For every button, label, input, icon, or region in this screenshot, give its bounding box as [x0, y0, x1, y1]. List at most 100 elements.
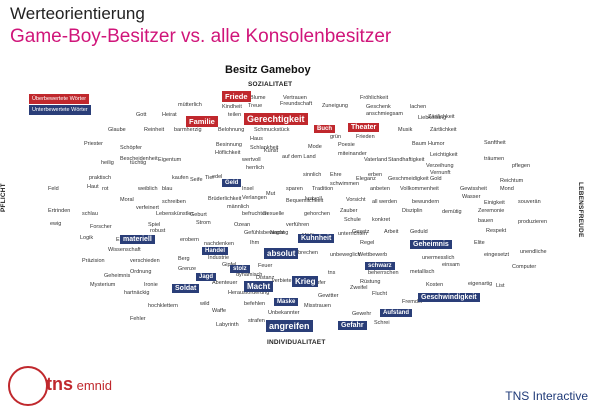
underweighted-word: Macht — [244, 281, 274, 292]
cloud-word: Kunst — [264, 148, 279, 154]
cloud-word: Feld — [48, 186, 59, 192]
cloud-word: bewundern — [412, 199, 440, 205]
cloud-word: verbieten — [272, 278, 295, 284]
cloud-word: Humor — [428, 141, 445, 147]
underweighted-word: Aufstand — [380, 309, 412, 317]
cloud-word: grün — [330, 134, 342, 140]
cloud-word: Haus — [250, 136, 263, 142]
page-title: Werteorientierung — [10, 4, 145, 23]
cloud-word: Fröhlichkeit — [360, 95, 389, 101]
cloud-word: Poesie — [338, 142, 355, 148]
cloud-word: edel — [212, 174, 223, 180]
cloud-word: erobern — [180, 237, 199, 243]
cloud-word: Freundschaft — [280, 101, 313, 107]
cloud-word: Zärtlichkeit — [428, 114, 455, 120]
cloud-word: Gefühlsbewegung — [244, 230, 289, 236]
page-subtitle: Game-Boy-Besitzer vs. alle Konsolenbesit… — [10, 26, 392, 47]
underweighted-word: Gefahr — [338, 321, 367, 330]
cloud-word: Priester — [84, 141, 103, 147]
cloud-word: Verlangen — [242, 195, 267, 201]
cloud-word: Gewitter — [318, 293, 339, 299]
cloud-word: befehlen — [244, 301, 266, 307]
cloud-word: Gipfel — [222, 262, 236, 269]
cloud-word: Belohnung — [218, 127, 245, 133]
cloud-word: Mond — [500, 186, 514, 192]
underweighted-word: Krieg — [292, 276, 319, 287]
cloud-word: Gesetz — [352, 229, 370, 235]
cloud-word: auf dem Land — [282, 154, 316, 160]
cloud-word: all werden — [372, 199, 398, 205]
cloud-word: Vertrauen — [283, 95, 307, 101]
cloud-word: Glaube — [108, 127, 126, 133]
cloud-word: Bescheidenheit — [120, 156, 158, 162]
cloud-word: Sanftheit — [484, 140, 506, 146]
axis-right-label: LEBENSFREUDE — [577, 182, 584, 238]
cloud-word: einsam — [442, 262, 460, 268]
overweighted-word: Theater — [348, 123, 380, 132]
cloud-word: List — [496, 283, 505, 289]
cloud-word: Leichtigkeit — [430, 152, 458, 158]
cloud-word: Lebenskünstler — [156, 211, 194, 217]
cloud-word: Zeremonie — [478, 208, 505, 214]
cloud-word: ewig — [50, 221, 62, 227]
cloud-word: Kosten — [426, 282, 444, 288]
cloud-word: Arbeit — [384, 229, 399, 235]
cloud-word: Vaterland — [364, 157, 388, 163]
cloud-word: Elite — [474, 240, 485, 246]
underweighted-word: Geheimnis — [410, 240, 452, 249]
cloud-word: bauen — [478, 218, 494, 224]
cloud-word: Vollkommenheit — [400, 186, 439, 192]
cloud-word: Vorsicht — [346, 197, 366, 203]
cloud-word: Schrei — [374, 320, 390, 326]
underweighted-word: Soldat — [172, 284, 200, 293]
cloud-word: unbeweglich — [330, 252, 361, 258]
cloud-word: Geheimnis — [104, 273, 131, 279]
cloud-word: Blume — [250, 95, 266, 101]
cloud-word: Heirat — [162, 112, 177, 118]
cloud-word: pflegen — [512, 163, 531, 169]
cloud-word: dynamisch — [236, 272, 263, 278]
cloud-word: verfeinert — [136, 205, 159, 211]
cloud-word: Höflichkeit — [215, 150, 241, 156]
cloud-word: Zuneigung — [322, 103, 348, 109]
cloud-word: Präzision — [82, 258, 105, 264]
cloud-word: teilen — [228, 112, 242, 118]
cloud-word: abbrechen — [292, 250, 318, 256]
cloud-word: Gold — [430, 176, 442, 182]
cloud-word: Berg — [178, 256, 190, 262]
cloud-word: Standhaftigkeit — [388, 157, 425, 163]
cloud-word: wild — [200, 301, 210, 307]
cloud-word: Wasser — [462, 194, 481, 200]
cloud-word: Liebkosung — [418, 115, 447, 121]
cloud-word: Strom — [196, 220, 211, 226]
underweighted-word: absolut — [264, 248, 299, 259]
cloud-word: Eigentum — [158, 157, 182, 163]
cloud-word: schreiben — [162, 199, 186, 205]
cloud-word: Tier — [205, 175, 215, 181]
cloud-word: Computer — [512, 264, 537, 270]
cloud-word: Wissenschaft — [108, 247, 141, 253]
cloud-word: Logik — [80, 235, 94, 241]
cloud-word: Forscher — [90, 224, 112, 230]
overweighted-word: Buch — [314, 125, 335, 133]
cloud-word: unendliche — [520, 249, 547, 255]
cloud-word: rot — [102, 186, 109, 192]
cloud-word: heilig — [101, 160, 114, 166]
cloud-word: Abenteuer — [212, 280, 238, 286]
overweighted-word: Gerechtigkeit — [244, 113, 308, 125]
cloud-word: Regel — [360, 240, 375, 246]
cloud-word: gehorchen — [304, 211, 330, 217]
underweighted-word: Handel — [202, 247, 229, 255]
cloud-word: Treue — [248, 103, 263, 109]
cloud-word: produzieren — [518, 219, 548, 225]
cloud-word: Reichtum — [500, 178, 524, 184]
cloud-word: Fremder — [402, 299, 423, 305]
cloud-word: Einigkeit — [484, 200, 505, 206]
cloud-word: Kindheit — [222, 104, 242, 110]
cloud-word: Zweifel — [350, 285, 368, 291]
cloud-word: Vernunft — [430, 170, 451, 176]
underweighted-word: materiell — [120, 235, 155, 244]
logo-tns: tns — [46, 374, 73, 394]
cloud-word: unermesslich — [422, 255, 455, 261]
cloud-word: eigenartig — [468, 281, 493, 287]
